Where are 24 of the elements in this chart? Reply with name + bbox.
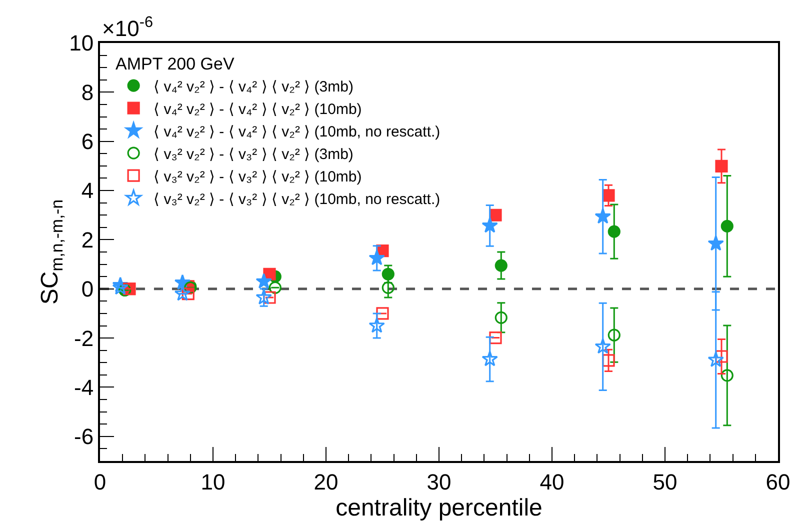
y-tick-label: 6 [81,129,94,154]
legend-label: ⟨ v₃² v₂² ⟩ - ⟨ v₃² ⟩ ⟨ v₂² ⟩ (10mb, no rescatt.) [154,190,440,208]
y-tick-label: 4 [81,178,94,204]
x-tick-label: 30 [426,469,452,494]
text: ×10$^{-6}$ [102,14,154,42]
y-tick-label: -4 [74,374,94,400]
legend-label: ⟨ v₄² v₂² ⟩ - ⟨ v₄² ⟩ ⟨ v₂² ⟩ (3mb) [154,78,354,96]
legend-label: ⟨ v₄² v₂² ⟩ - ⟨ v₄² ⟩ ⟨ v₂² ⟩ (10mb, no rescatt.) [154,123,440,140]
x-tick-label: 50 [652,469,678,494]
x-tick-label: 20 [314,469,338,494]
x-tick-label: 10 [200,469,226,494]
y-tick-label: -6 [74,424,94,450]
y-tick-label: -2 [74,326,94,351]
legend-title: AMPT 200 GeV [116,54,235,74]
x-tick-label: 40 [540,469,564,494]
legend-label: ⟨ v₄² v₂² ⟩ - ⟨ v₄² ⟩ ⟨ v₂² ⟩ (10mb) [154,100,362,118]
y-tick-label: 0 [81,276,94,302]
y-tick-label: 10 [69,30,94,56]
legend-label: ⟨ v₃² v₂² ⟩ - ⟨ v₃² ⟩ ⟨ v₂² ⟩ (3mb) [154,146,354,163]
x-axis-title: centrality percentile [336,494,542,522]
legend-label: ⟨ v₃² v₂² ⟩ - ⟨ v₃² ⟩ ⟨ v₂² ⟩ (10mb) [154,168,362,186]
x-tick-label: 60 [766,469,790,494]
y-tick-label: 8 [81,80,94,105]
y-tick-label: 2 [81,227,94,252]
